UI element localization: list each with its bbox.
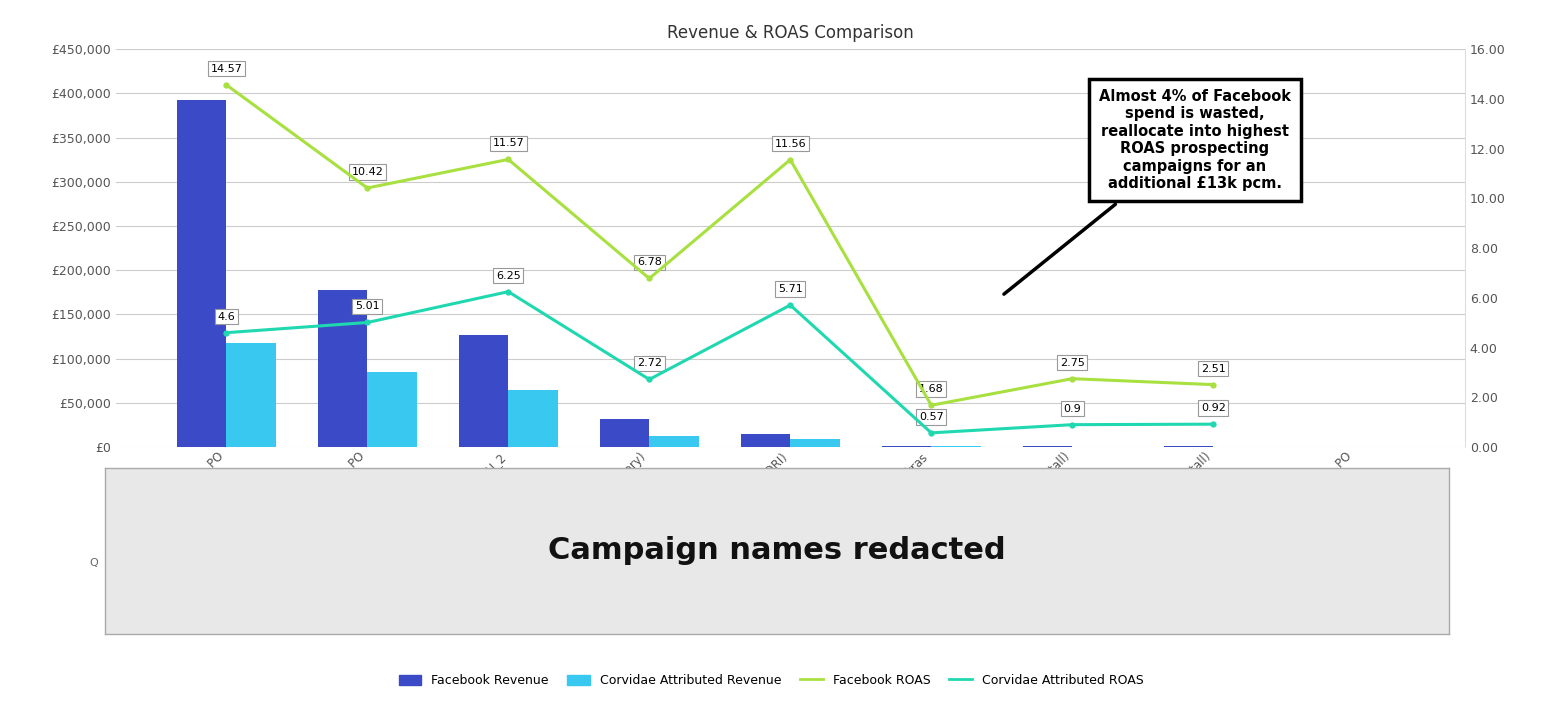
Text: 5.01: 5.01 — [355, 301, 379, 311]
Legend: Facebook Revenue, Corvidae Attributed Revenue, Facebook ROAS, Corvidae Attribute: Facebook Revenue, Corvidae Attributed Re… — [393, 669, 1149, 692]
Text: Almost 4% of Facebook
spend is wasted,
reallocate into highest
ROAS prospecting
: Almost 4% of Facebook spend is wasted, r… — [1004, 89, 1291, 294]
Bar — [931, 446, 981, 447]
Text: 14.57: 14.57 — [210, 64, 242, 74]
Bar — [509, 389, 558, 447]
Text: 2.51: 2.51 — [1201, 363, 1226, 374]
Text: 5.71: 5.71 — [777, 284, 803, 294]
Bar — [177, 100, 227, 447]
Text: 1.68: 1.68 — [919, 384, 944, 394]
Bar — [367, 372, 416, 447]
Bar — [790, 439, 840, 447]
Bar — [227, 343, 276, 447]
Title: Revenue & ROAS Comparison: Revenue & ROAS Comparison — [666, 24, 914, 42]
Bar — [318, 290, 367, 447]
Bar — [460, 335, 509, 447]
Bar — [1022, 446, 1072, 447]
Text: 0.57: 0.57 — [919, 412, 944, 422]
Text: 0.9: 0.9 — [1064, 403, 1081, 413]
Text: 11.57: 11.57 — [492, 138, 524, 149]
Bar — [882, 446, 931, 447]
Bar — [600, 419, 649, 447]
Text: 0.92: 0.92 — [1201, 403, 1226, 413]
Text: 6.78: 6.78 — [637, 258, 662, 268]
Bar — [740, 434, 790, 447]
Text: Campaign names redacted: Campaign names redacted — [549, 536, 1005, 565]
Text: 10.42: 10.42 — [352, 167, 384, 177]
Text: 2.72: 2.72 — [637, 358, 662, 368]
Text: 4.6: 4.6 — [217, 312, 236, 322]
Bar — [649, 436, 699, 447]
Bar — [1164, 446, 1214, 447]
Text: Q: Q — [89, 558, 99, 568]
Text: 2.75: 2.75 — [1059, 358, 1084, 367]
Text: 6.25: 6.25 — [497, 270, 521, 281]
Text: 11.56: 11.56 — [774, 139, 806, 149]
